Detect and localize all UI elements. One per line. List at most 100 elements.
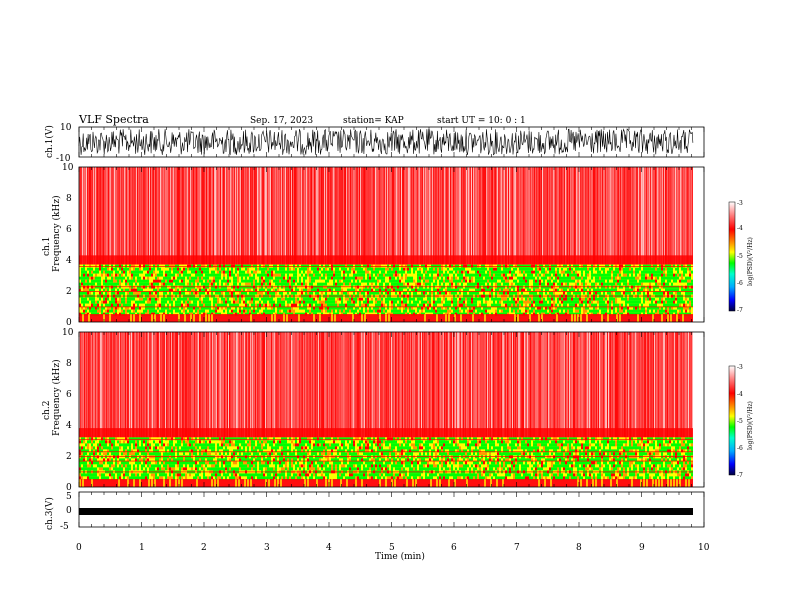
spectrogram-cell: [431, 297, 433, 301]
spectrogram-cell: [115, 309, 117, 313]
spectrogram-cell: [205, 267, 207, 271]
spectrogram-cell: [256, 167, 257, 265]
spectrogram-cell: [185, 282, 187, 286]
spectrogram-cell: [119, 309, 121, 313]
spectrogram-cell: [93, 267, 95, 271]
spectrogram-cell: [349, 312, 351, 316]
spectrogram-cell: [103, 282, 105, 286]
spectrogram-cell: [531, 309, 533, 313]
spectrogram-cell: [351, 167, 352, 265]
spectrogram-cell: [331, 264, 333, 268]
spectrogram-cell: [573, 270, 575, 274]
spectrogram-cell: [471, 291, 473, 295]
spectrogram-cell: [421, 167, 422, 265]
spectrogram-cell: [563, 273, 565, 277]
spectrogram-cell: [167, 279, 169, 283]
spectrogram-cell: [413, 306, 415, 310]
spectrogram-cell: [185, 312, 187, 316]
spectrogram-cell: [379, 297, 381, 301]
spectrogram-cell: [457, 267, 459, 271]
spectrogram-cell: [261, 303, 263, 307]
spectrogram-cell: [179, 267, 181, 271]
spectrogram-cell: [473, 303, 475, 307]
spectrogram-cell: [445, 276, 447, 280]
spectrogram-cell: [367, 167, 368, 265]
spectrogram-cell: [295, 167, 296, 265]
spectrogram-cell: [419, 297, 421, 301]
spectrogram-cell: [103, 279, 105, 283]
spectrogram-cell: [571, 267, 573, 271]
spectrogram-cell: [467, 264, 469, 268]
spectrogram-cell: [327, 291, 329, 295]
spectrogram-cell: [137, 267, 139, 271]
spectrogram-cell: [273, 309, 275, 313]
spectrogram-cell: [297, 264, 299, 268]
spectrogram-cell: [155, 309, 157, 313]
spectrogram-cell: [219, 288, 221, 292]
spectrogram-cell: [513, 276, 515, 280]
spectrogram-cell: [451, 297, 453, 301]
spectrogram-cell: [518, 167, 519, 265]
spectrogram-cell: [485, 312, 487, 316]
spectrogram-cell: [531, 312, 533, 316]
spectrogram-cell: [493, 279, 495, 283]
spectrogram-cell: [127, 309, 129, 313]
spectrogram-cell: [103, 297, 105, 301]
spectrogram-cell: [359, 264, 361, 268]
spectrogram-cell: [657, 167, 658, 265]
spectrogram-cell: [668, 167, 669, 265]
spectrogram-cell: [497, 167, 498, 265]
spectrogram-cell: [507, 306, 509, 310]
spectrogram-cell: [313, 306, 315, 310]
spectrogram-cell: [478, 167, 479, 265]
spectrogram-cell: [317, 267, 319, 271]
spectrogram-cell: [569, 167, 570, 265]
spectrogram-cell: [541, 267, 543, 271]
spectrogram-cell: [491, 303, 493, 307]
spectrogram-cell: [85, 312, 87, 316]
spectrogram-cell: [85, 267, 87, 271]
spectrogram-cell: [389, 309, 391, 313]
spectrogram-cell: [551, 309, 553, 313]
spectrogram-cell: [195, 267, 197, 271]
spectrogram-cell: [173, 291, 175, 295]
spectrogram-cell: [523, 267, 525, 271]
spectrogram-cell: [267, 282, 269, 286]
spectrogram-cell: [199, 276, 201, 280]
spectrogram-cell: [463, 309, 465, 313]
spectrogram-cell: [115, 282, 117, 286]
spectrogram-cell: [523, 270, 525, 274]
spectrogram-cell: [407, 306, 409, 310]
spectrogram-cell: [144, 167, 145, 265]
spectrogram-cell: [553, 309, 555, 313]
spectrogram-cell: [90, 167, 91, 265]
spectrogram-cell: [215, 270, 217, 274]
spectrogram-cell: [483, 264, 485, 268]
spectrogram-cell: [471, 276, 473, 280]
spectrogram-cell: [364, 167, 365, 265]
spectrogram-cell: [137, 264, 139, 268]
spectrogram-cell: [412, 167, 413, 265]
spectrogram-cell: [177, 167, 178, 265]
spectrogram-cell: [191, 303, 193, 307]
spectrogram-cell: [203, 282, 205, 286]
spectrogram-cell: [402, 167, 403, 265]
spectrogram-cell: [682, 167, 683, 265]
spectrogram-cell: [309, 288, 311, 292]
spectrogram-cell: [445, 282, 447, 286]
spectrogram-cell: [445, 309, 447, 313]
spectrogram-cell: [295, 312, 297, 316]
spectrogram-cell: [263, 264, 265, 268]
spectrogram-cell: [229, 309, 231, 313]
spectrogram-cell: [449, 297, 451, 301]
spectrogram-cell: [155, 303, 157, 307]
spectrogram-cell: [439, 282, 441, 286]
spectrogram-cell: [377, 279, 379, 283]
spectrogram-cell: [441, 273, 443, 277]
spectrogram-cell: [499, 309, 501, 313]
spectrogram-cell: [383, 267, 385, 271]
spectrogram-cell: [151, 267, 153, 271]
spectrogram-cell: [231, 297, 233, 301]
spectrogram-cell: [281, 309, 283, 313]
